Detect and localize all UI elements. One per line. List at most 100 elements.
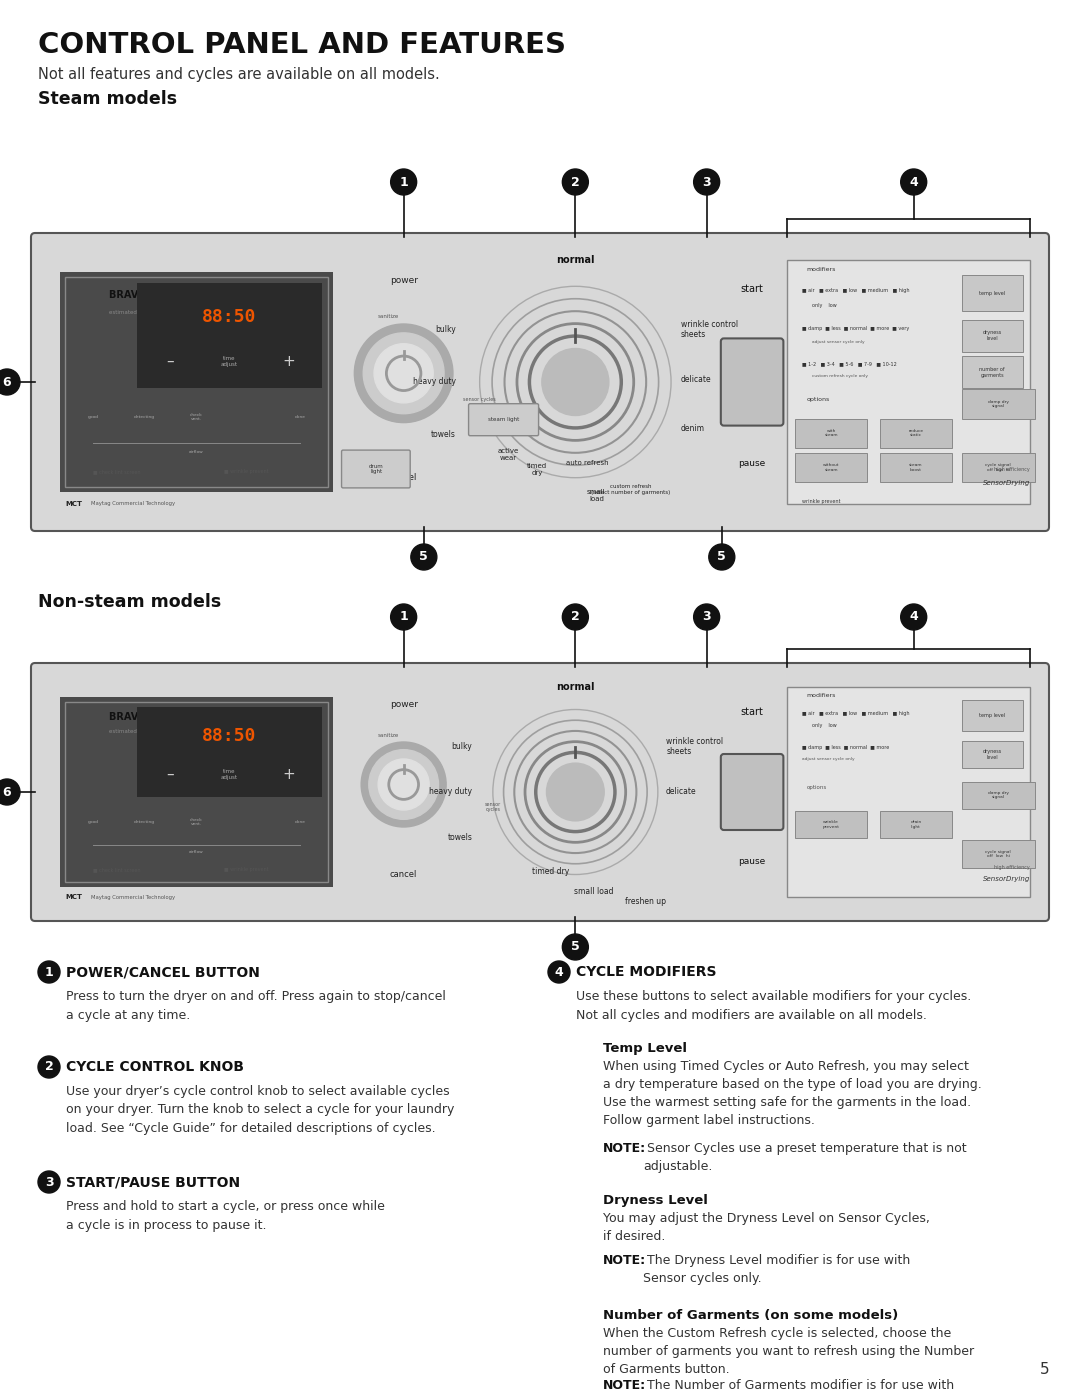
Circle shape [563,169,589,196]
Text: estimated time remaining: estimated time remaining [109,310,181,314]
Text: SensorDrying: SensorDrying [983,481,1030,486]
Text: number of
garments: number of garments [980,367,1005,377]
Text: dryness
level: dryness level [983,330,1002,341]
Text: denim: denim [680,425,704,433]
Text: start: start [741,284,764,295]
Text: detecting: detecting [134,820,156,824]
Text: Number of Garments (on some models): Number of Garments (on some models) [603,1309,899,1322]
Text: Press and hold to start a cycle, or press once while
a cycle is in process to pa: Press and hold to start a cycle, or pres… [66,1200,384,1232]
FancyBboxPatch shape [136,284,322,388]
Text: heavy duty: heavy duty [429,788,472,796]
Circle shape [38,1056,60,1078]
Text: cycle signal
off  low  hi: cycle signal off low hi [985,849,1011,858]
Text: pause: pause [739,858,766,866]
Text: 2: 2 [44,1060,53,1073]
Text: check
vent.: check vent. [190,412,203,420]
Text: bulky: bulky [451,742,472,752]
FancyBboxPatch shape [879,810,953,838]
Text: wrinkle control
sheets: wrinkle control sheets [680,320,738,339]
Text: POWER/CANCEL BUTTON: POWER/CANCEL BUTTON [66,965,260,979]
Text: normal: normal [556,256,595,265]
Text: Press to turn the dryer on and off. Press again to stop/cancel
a cycle at any ti: Press to turn the dryer on and off. Pres… [66,990,446,1021]
Text: small
load: small load [588,489,606,502]
Text: 3: 3 [702,176,711,189]
Text: 2: 2 [571,610,580,623]
Circle shape [563,935,589,960]
Text: ■ check lint screen: ■ check lint screen [93,868,140,872]
Circle shape [38,961,60,983]
Text: power: power [390,700,418,710]
FancyBboxPatch shape [60,272,333,492]
Text: The Number of Garments modifier is for use with
the Custom Refresh cycle only.: The Number of Garments modifier is for u… [643,1379,954,1397]
FancyBboxPatch shape [136,707,322,798]
Text: –: – [166,355,174,369]
Text: ■ damp  ■ less  ■ normal  ■ more  ■ very: ■ damp ■ less ■ normal ■ more ■ very [802,326,909,331]
Text: 1: 1 [44,965,53,978]
Text: delicate: delicate [666,788,697,796]
Text: done: done [295,415,306,419]
Circle shape [410,543,436,570]
Text: only    low: only low [812,724,836,728]
Text: Use these buttons to select available modifiers for your cycles.
Not all cycles : Use these buttons to select available mo… [576,990,971,1021]
Text: bulky: bulky [435,326,456,334]
Text: small load: small load [573,887,613,897]
Text: Steam models: Steam models [38,89,177,108]
Text: ■ wrinkle prevent: ■ wrinkle prevent [224,868,269,872]
FancyBboxPatch shape [962,453,1035,482]
Text: drain
light: drain light [910,820,921,828]
Text: sensor
cycles: sensor cycles [485,802,501,813]
Text: pause: pause [739,458,766,468]
Text: 2: 2 [571,176,580,189]
FancyBboxPatch shape [879,419,953,448]
FancyBboxPatch shape [787,687,1030,897]
Circle shape [0,780,21,805]
Text: ■ 1-2   ■ 3-4   ■ 5-6   ■ 7-9   ■ 10-12: ■ 1-2 ■ 3-4 ■ 5-6 ■ 7-9 ■ 10-12 [802,362,896,366]
Text: without
steam: without steam [823,462,839,472]
Text: ■ check lint screen: ■ check lint screen [93,469,140,475]
Text: CYCLE CONTROL KNOB: CYCLE CONTROL KNOB [66,1060,244,1074]
Text: temp level: temp level [980,712,1005,718]
Text: estimated time remaining: estimated time remaining [109,729,181,735]
Text: MCT: MCT [65,500,82,507]
FancyBboxPatch shape [720,338,783,426]
Text: with
steam: with steam [824,429,838,437]
Text: sanitize: sanitize [378,733,400,738]
Text: cancel: cancel [390,474,417,482]
Text: 5: 5 [717,550,726,563]
Text: temp level: temp level [980,291,1005,296]
FancyBboxPatch shape [341,450,410,488]
Text: NOTE:: NOTE: [603,1255,646,1267]
Text: reduce
static: reduce static [908,429,923,437]
Text: Sensor Cycles use a preset temperature that is not
adjustable.: Sensor Cycles use a preset temperature t… [643,1141,967,1173]
FancyBboxPatch shape [60,697,333,887]
FancyBboxPatch shape [795,419,867,448]
Text: CONTROL PANEL AND FEATURES: CONTROL PANEL AND FEATURES [38,31,566,59]
Text: wrinkle prevent: wrinkle prevent [802,499,840,504]
Text: NOTE:: NOTE: [603,1379,646,1391]
Text: adjust sensor cycle only: adjust sensor cycle only [812,339,864,344]
Circle shape [38,1171,60,1193]
Text: 4: 4 [555,965,564,978]
Text: damp dry
signal: damp dry signal [988,791,1009,799]
Text: time
adjust: time adjust [220,356,238,367]
FancyBboxPatch shape [787,260,1030,504]
FancyBboxPatch shape [962,275,1023,312]
Text: timed dry: timed dry [532,868,569,876]
Text: BRAVOS XL: BRAVOS XL [109,712,171,722]
Text: steam light: steam light [488,418,519,422]
Text: delicate: delicate [680,374,712,384]
Text: Maytag Commercial Technology: Maytag Commercial Technology [91,502,175,506]
FancyBboxPatch shape [962,320,1023,352]
Circle shape [548,961,570,983]
FancyBboxPatch shape [879,453,953,482]
FancyBboxPatch shape [469,404,539,436]
FancyBboxPatch shape [962,700,1023,731]
Text: CYCLE MODIFIERS: CYCLE MODIFIERS [576,965,716,979]
Text: 1: 1 [400,176,408,189]
FancyBboxPatch shape [795,810,867,838]
Circle shape [368,750,438,820]
FancyBboxPatch shape [795,453,867,482]
Text: active
wear: active wear [498,448,519,461]
Text: check
vent.: check vent. [190,817,203,826]
Text: +: + [282,355,295,369]
